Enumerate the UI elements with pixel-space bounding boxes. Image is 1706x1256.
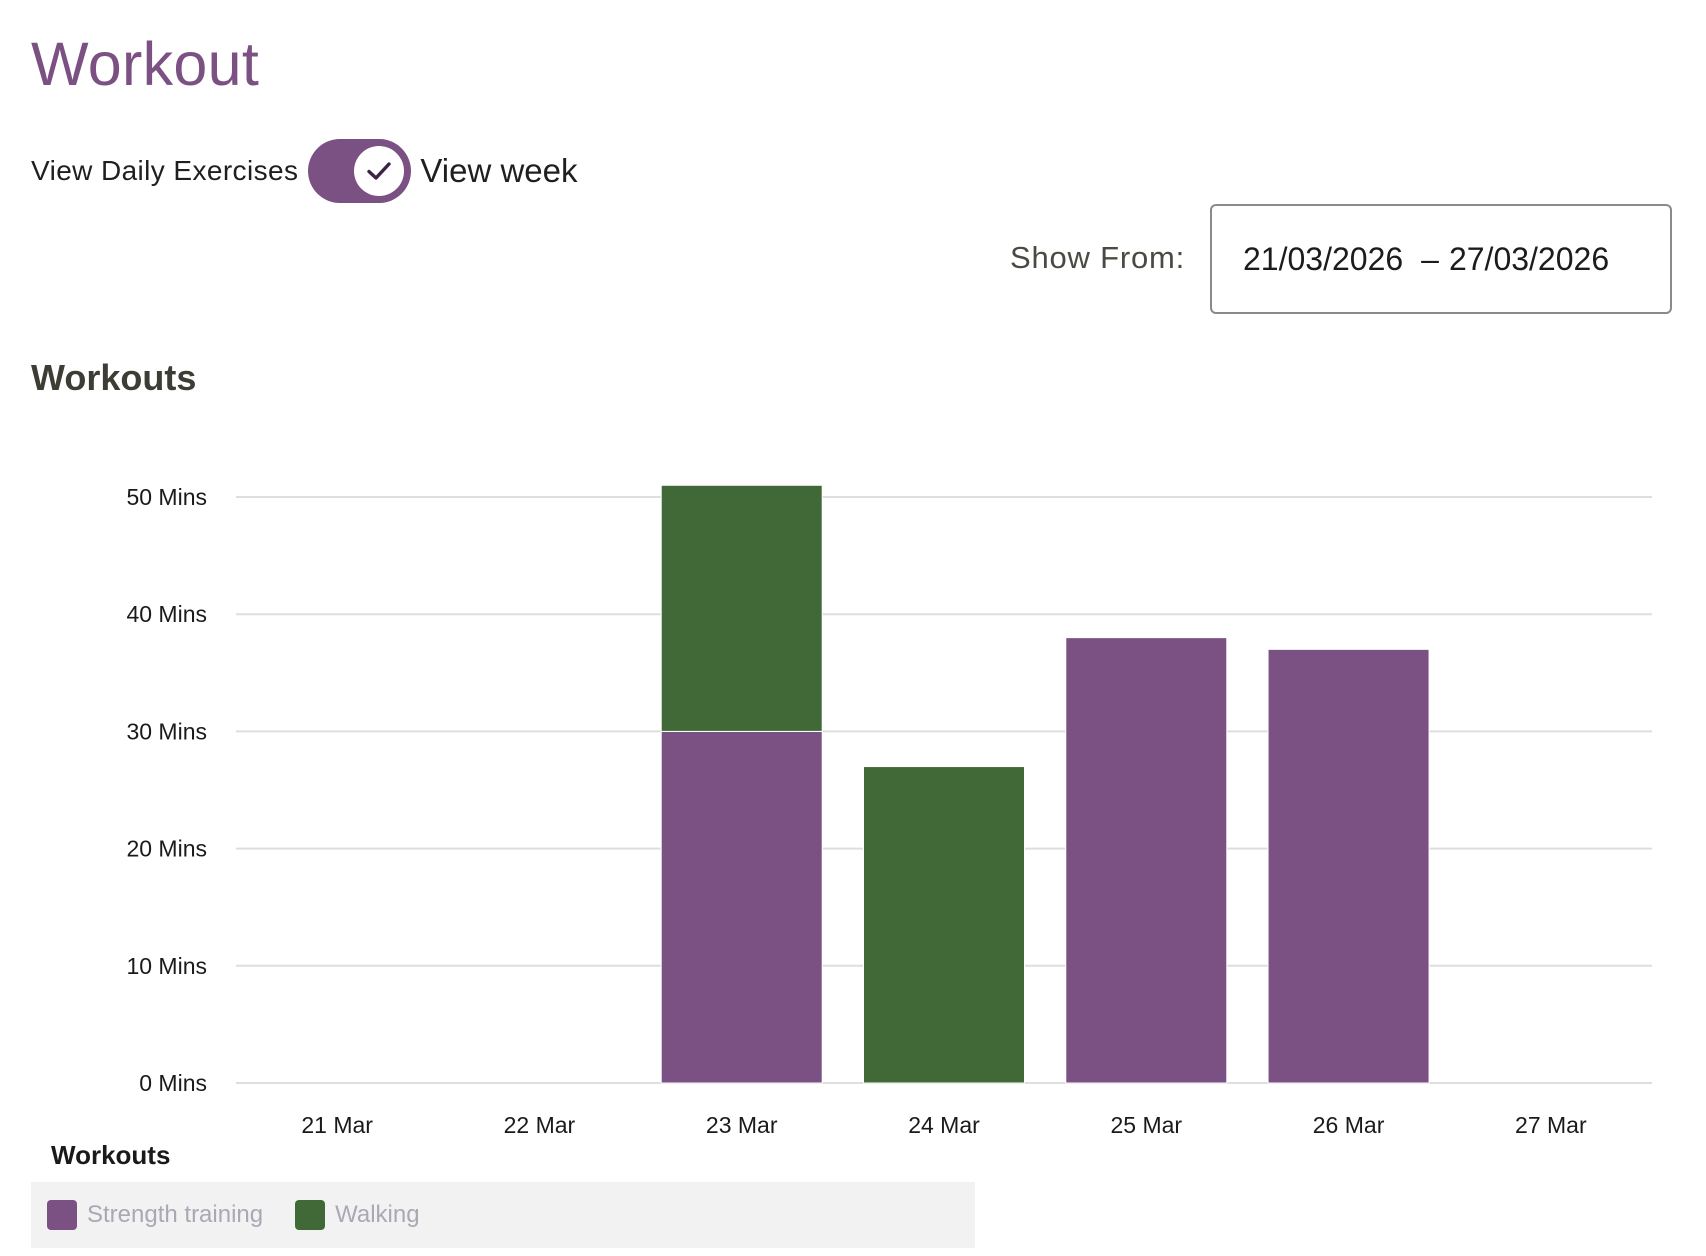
legend-label-strength-training: Strength training <box>87 1201 264 1228</box>
workouts-bar-chart: 0 Mins 10 Mins 20 Mins 30 Mins 40 Mins 50 Min… <box>126 484 1652 1135</box>
page-title: Workout <box>31 30 260 98</box>
x-tick-label: 27 Mar <box>1515 1112 1587 1135</box>
x-tick-label: 23 Mar <box>706 1112 778 1135</box>
y-tick-label: 30 Mins <box>126 718 207 744</box>
view-week-toggle[interactable] <box>308 139 412 203</box>
bar-strength-training <box>1267 648 1430 1084</box>
end-date: 27/03/2026 <box>1448 240 1610 277</box>
y-tick-label: 0 Mins <box>139 1070 207 1096</box>
y-tick-label: 10 Mins <box>126 953 207 979</box>
y-tick-label: 20 Mins <box>126 836 207 862</box>
legend-swatch-walking <box>295 1200 326 1230</box>
toggle-knob <box>354 146 405 196</box>
bar-walking <box>863 766 1025 1084</box>
x-tick-label: 24 Mar <box>908 1112 980 1135</box>
start-date: 21/03/2026 <box>1243 240 1404 277</box>
date-range-input[interactable]: 21/03/2026 – 27/03/2026 <box>1210 204 1672 314</box>
x-tick-label: 25 Mar <box>1110 1112 1182 1135</box>
legend-swatch-strength-training <box>47 1200 77 1230</box>
show-from-label: Show From: <box>1010 240 1186 275</box>
y-tick-label: 40 Mins <box>126 601 207 627</box>
bar-walking <box>660 484 823 732</box>
legend-label-walking: Walking <box>335 1201 420 1228</box>
date-separator: – <box>1421 240 1439 277</box>
workouts-section-title: Workouts <box>31 357 197 398</box>
x-tick-label: 21 Mar <box>301 1112 373 1135</box>
view-daily-exercises-label: View Daily Exercises <box>31 155 299 186</box>
legend-item-strength-training[interactable]: Strength training <box>47 1200 263 1230</box>
legend-item-walking[interactable]: Walking <box>295 1200 420 1230</box>
bar-strength-training <box>660 730 823 1084</box>
view-toggle-row: View Daily Exercises View week <box>31 138 577 204</box>
bar-strength-training <box>1065 637 1228 1084</box>
legend-title: Workouts <box>51 1140 171 1170</box>
check-icon <box>367 162 392 180</box>
x-tick-label: 26 Mar <box>1313 1112 1385 1135</box>
x-tick-label: 22 Mar <box>504 1112 576 1135</box>
y-tick-label: 50 Mins <box>126 484 207 510</box>
chart-legend: Strength training Walking <box>31 1182 975 1248</box>
view-week-label: View week <box>420 152 578 189</box>
